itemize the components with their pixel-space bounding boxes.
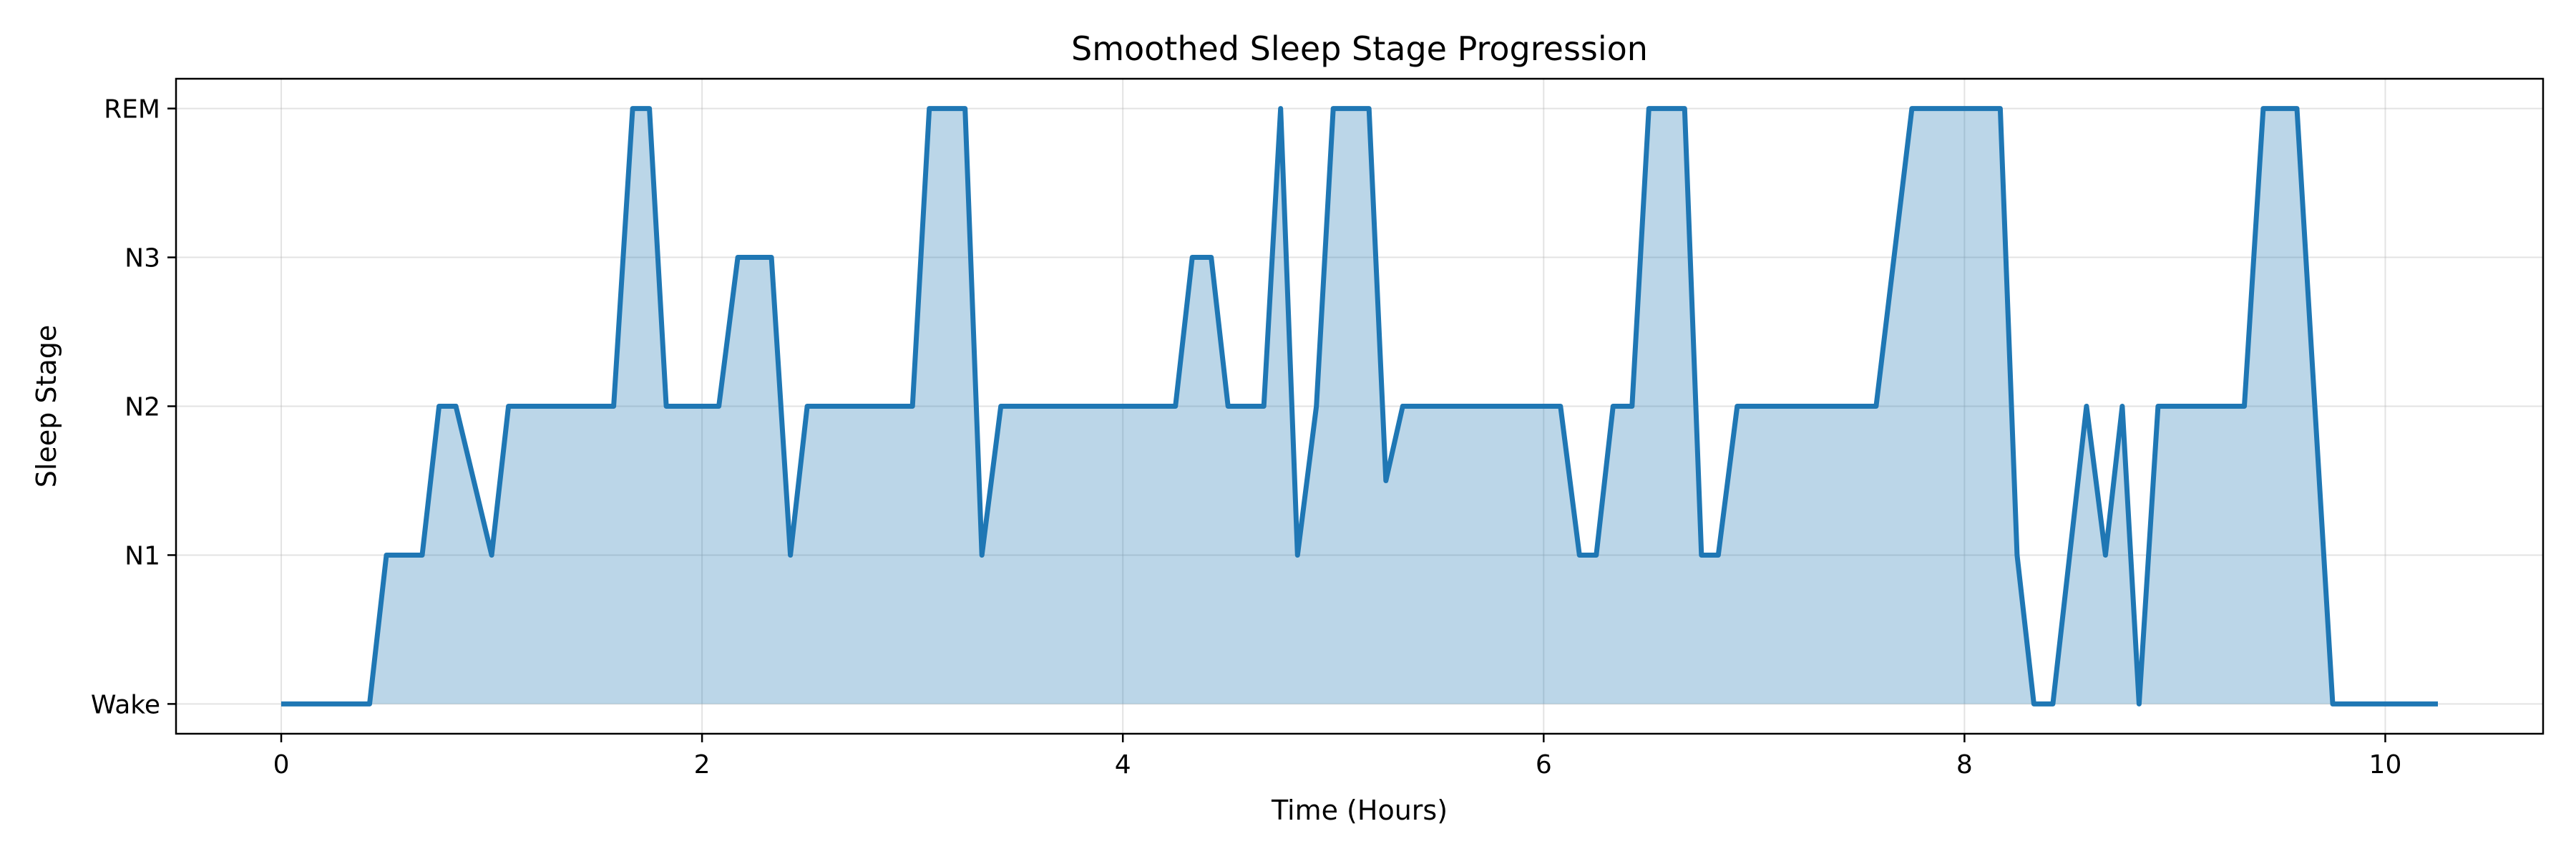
chart-title: Smoothed Sleep Stage Progression <box>1071 29 1648 68</box>
y-tick-label: N2 <box>125 393 160 422</box>
x-tick-label: 2 <box>694 750 711 780</box>
x-tick-label: 8 <box>1956 750 1973 780</box>
x-tick-label: 10 <box>2369 750 2402 780</box>
y-tick-label: Wake <box>91 690 160 719</box>
x-tick-label: 6 <box>1536 750 1552 780</box>
x-tick-label: 0 <box>273 750 290 780</box>
y-tick-label: REM <box>104 95 160 125</box>
sleep-stage-line <box>281 106 2438 707</box>
x-tick-label: 4 <box>1115 750 1131 780</box>
y-axis-title: Sleep Stage <box>31 325 62 487</box>
y-tick-label: N3 <box>125 244 160 273</box>
y-tick-label: N1 <box>125 541 160 571</box>
sleep-stage-area <box>281 108 2438 704</box>
x-axis-title: Time (Hours) <box>1271 795 1448 826</box>
x-axis-ticks: 0 2 4 6 8 10 <box>273 734 2402 780</box>
grid-layer <box>176 79 2543 734</box>
y-axis-ticks: Wake N1 N2 N3 REM <box>91 95 176 719</box>
